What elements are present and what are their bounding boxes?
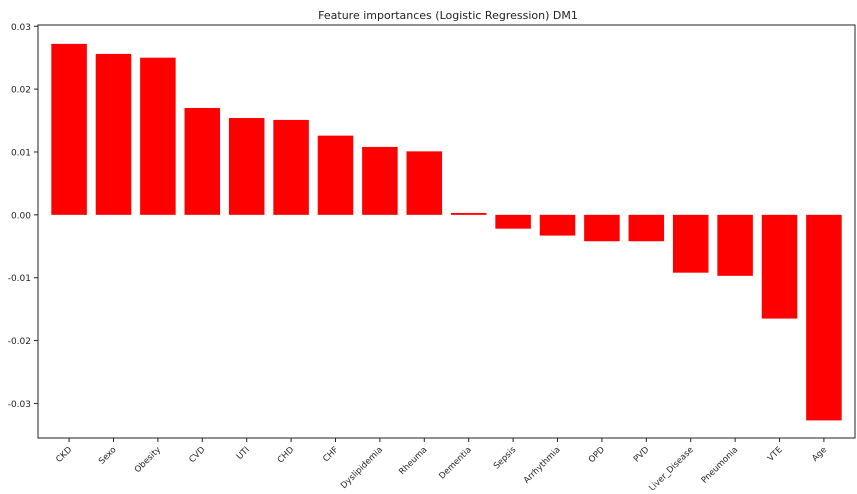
bar-dyslipidemia xyxy=(362,146,398,215)
x-tick-label: Arrhythmia xyxy=(522,445,563,486)
x-tick-label: CHF xyxy=(321,445,340,464)
bar-pvd xyxy=(628,214,665,242)
chart-title: Feature importances (Logistic Regression… xyxy=(318,9,578,22)
bar-arrhythmia xyxy=(539,214,576,236)
x-tick-label: Pneumonia xyxy=(700,445,741,486)
x-tick-label: CVD xyxy=(187,445,207,465)
bar-sexo xyxy=(95,53,132,215)
bar-chd xyxy=(273,119,309,215)
bar-obesity xyxy=(140,57,176,215)
bar-sepsis xyxy=(495,214,531,229)
x-tick-label: OPD xyxy=(587,445,607,465)
bar-age xyxy=(806,214,842,421)
bar-opd xyxy=(584,214,620,242)
y-tick-label: -0.02 xyxy=(8,337,31,347)
y-tick-label: -0.01 xyxy=(8,274,31,284)
bar-vte xyxy=(761,214,798,319)
y-tick-label: 0.03 xyxy=(11,23,31,33)
bar-uti xyxy=(228,118,265,215)
bar-cvd xyxy=(184,107,221,215)
bar-pneumonia xyxy=(717,214,753,276)
y-tick-label: 0.01 xyxy=(11,148,31,158)
bar-ckd xyxy=(51,43,87,215)
x-tick-label: PVD xyxy=(632,445,652,465)
bar-dementia xyxy=(450,212,487,215)
y-tick-label: 0.00 xyxy=(11,211,31,221)
axes: -0.03 -0.02 -0.01 0.00 0.01 0.02 0.03 CKD Sexo O… xyxy=(8,23,856,494)
x-tick-label: Dementia xyxy=(437,445,473,481)
x-tick-label: Liver_Disease xyxy=(647,445,695,490)
x-tick-label: Sexo xyxy=(97,445,119,467)
x-tick-label: CKD xyxy=(54,445,74,465)
bars xyxy=(51,43,842,421)
x-tick-label: Dyslipidemia xyxy=(339,445,385,490)
x-tick-label: Obesity xyxy=(133,445,163,475)
x-tick-label: Rheuma xyxy=(397,445,429,477)
bar-liver-disease xyxy=(672,214,709,273)
y-tick-label: 0.02 xyxy=(11,86,31,96)
x-tick-label: VTE xyxy=(766,445,785,464)
x-tick-label: Sepsis xyxy=(492,445,519,472)
bar-chf xyxy=(317,135,354,215)
x-tick-label: Age xyxy=(810,445,829,464)
bar-rheuma xyxy=(406,151,443,215)
y-axis: -0.03 -0.02 -0.01 0.00 0.01 0.02 0.03 xyxy=(8,23,38,410)
y-tick-label: -0.03 xyxy=(8,400,31,410)
x-tick-label: CHD xyxy=(276,445,297,466)
x-tick-label: UTI xyxy=(235,445,252,462)
plot-frame xyxy=(37,24,856,439)
